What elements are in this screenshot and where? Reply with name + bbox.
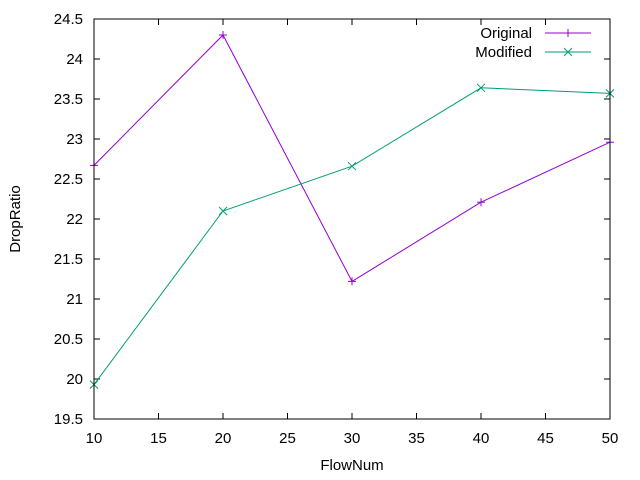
data-point-modified [476, 83, 486, 93]
y-tick-label: 20.5 [54, 331, 83, 348]
x-tick-label: 15 [150, 430, 167, 447]
x-axis-title: FlowNum [320, 457, 383, 474]
legend-marker-modified [563, 47, 573, 57]
y-tick-label: 19.5 [54, 411, 83, 428]
plot-border [93, 18, 611, 420]
legend-marker-original [564, 29, 572, 37]
y-tick-label: 21 [66, 291, 83, 308]
x-tick-label: 10 [86, 430, 103, 447]
x-tick-label: 30 [344, 430, 361, 447]
legend-label-modified: Modified [475, 44, 532, 61]
legend: Original Modified [475, 25, 591, 61]
series-layer [89, 31, 615, 389]
y-axis-title: DropRatio [7, 185, 24, 253]
x-tick-label: 40 [473, 430, 490, 447]
series-line-original [93, 34, 611, 283]
x-tick-label: 50 [602, 430, 619, 447]
y-tick-label: 23.5 [54, 91, 83, 108]
series-line-modified [93, 87, 611, 385]
y-tick-label: 24 [66, 51, 83, 68]
x-tick-label: 20 [215, 430, 232, 447]
y-tick-label: 21.5 [54, 251, 83, 268]
ticks-layer: 10 15 20 25 30 35 40 45 50 19.5 20 20.5 21 21.5 22 22.5… [54, 11, 619, 447]
y-tick-label: 24.5 [54, 11, 83, 28]
data-point-modified [347, 161, 357, 171]
legend-label-original: Original [480, 25, 532, 42]
data-point-original [348, 277, 356, 286]
data-point-original [477, 198, 485, 207]
y-tick-label: 20 [66, 371, 83, 388]
data-point-modified [218, 206, 228, 216]
y-tick-label: 22 [66, 211, 83, 228]
data-point-original [219, 31, 227, 39]
x-tick-label: 35 [408, 430, 425, 447]
y-tick-label: 22.5 [54, 171, 83, 188]
y-tick-label: 23 [66, 131, 83, 148]
x-tick-label: 25 [279, 430, 296, 447]
x-tick-label: 45 [537, 430, 554, 447]
